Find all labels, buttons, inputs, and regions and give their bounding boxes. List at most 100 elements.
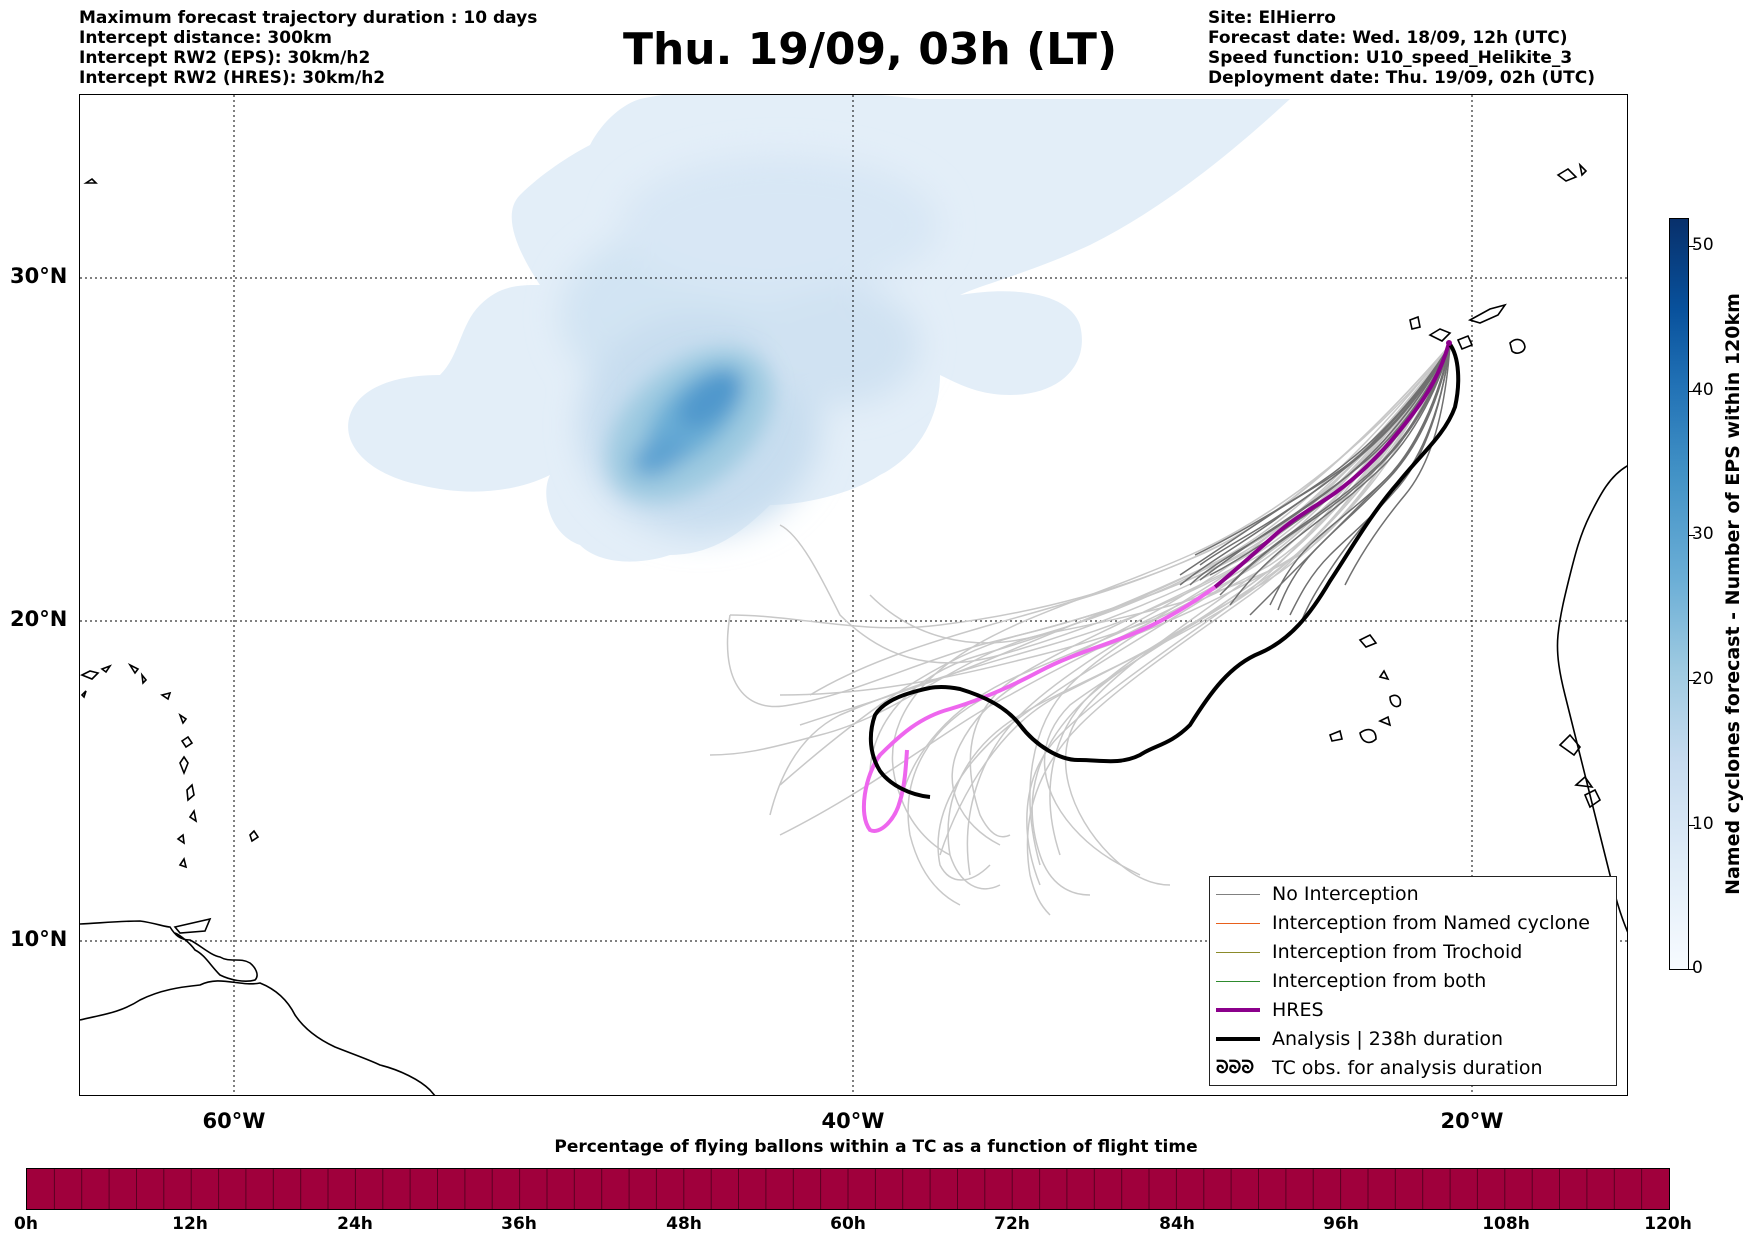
launch-site-marker	[1446, 340, 1452, 346]
flight-time-tick: 84h	[1159, 1214, 1195, 1234]
lat-label-20n: 20°N	[10, 607, 68, 631]
info-line-speed-function: Speed function: U10_speed_Helikite_3	[1208, 48, 1573, 68]
trajectory	[1219, 344, 1451, 596]
coastline-madeira	[1509, 338, 1526, 354]
trajectory	[1179, 344, 1451, 576]
colorbar-tick-mark	[1689, 969, 1695, 970]
legend-label: TC obs. for analysis duration	[1272, 1057, 1543, 1079]
colorbar-vertical-label: Named cyclones forecast - Number of EPS …	[1722, 293, 1744, 895]
flight-time-tick: 108h	[1482, 1214, 1530, 1234]
colorbar-tick-mark	[1689, 535, 1695, 536]
flight-time-tick: 60h	[830, 1214, 866, 1234]
colorbar-tick-label: 0	[1692, 958, 1703, 978]
coastline-venezuela	[80, 920, 258, 982]
coastline-virgin-islands	[127, 663, 148, 685]
coastline-islands-nw	[80, 664, 113, 680]
coastline-island	[80, 690, 87, 699]
trajectory	[1194, 344, 1451, 556]
info-line-intercept-distance: Intercept distance: 300km	[79, 28, 332, 48]
coastline-guadeloupe	[180, 735, 194, 749]
coastline-bissagos	[1583, 788, 1602, 809]
trajectory	[1199, 344, 1451, 581]
legend-item-no-interception: No Interception	[1210, 881, 1616, 909]
trajectory	[709, 344, 1451, 756]
coastline-leewards	[160, 691, 188, 725]
lon-label-60w: 60°W	[202, 1109, 266, 1133]
trajectory	[1229, 344, 1451, 606]
coastline-dominica	[179, 755, 189, 776]
map-canvas	[80, 95, 1627, 1095]
legend-item-analysis: Analysis | 238h duration	[1210, 1026, 1616, 1054]
map-title: Thu. 19/09, 03h (LT)	[622, 24, 1118, 75]
legend-item-named-cyclone: Interception from Named cyclone	[1210, 910, 1616, 938]
colorbar-tick-mark	[1689, 825, 1695, 826]
trajectory	[969, 344, 1451, 838]
colorbar-tick-mark	[1689, 680, 1695, 681]
legend-label: Interception from Trochoid	[1272, 941, 1523, 963]
coastline-cape-verde-6	[1378, 715, 1392, 727]
cyclone-symbol-icon: ᘐᘐᘐ	[1216, 1057, 1255, 1078]
trajectory	[1249, 344, 1451, 616]
legend-item-hres: HRES	[1210, 997, 1616, 1025]
flight-time-tick: 12h	[172, 1214, 208, 1234]
trajectory	[1344, 344, 1451, 586]
coastline-cape-verde-3	[1389, 694, 1402, 708]
legend-label: Interception from Named cyclone	[1272, 912, 1590, 934]
flight-time-tick: 72h	[994, 1214, 1030, 1234]
legend-swatch	[1216, 894, 1260, 895]
coastline-cape-verde-2	[1378, 669, 1390, 681]
flight-time-bar-cells	[27, 1169, 1669, 1209]
coastline-azores	[1556, 162, 1588, 182]
coastline-st-lucia	[188, 808, 198, 823]
trajectory	[1179, 344, 1451, 586]
legend-swatch	[1216, 1037, 1260, 1041]
flight-time-tick: 24h	[337, 1214, 373, 1234]
trajectory	[809, 344, 1451, 696]
flight-time-bar-gridlines	[53, 1169, 1643, 1209]
colorbar-tick-label: 30	[1692, 524, 1714, 544]
flight-time-tick: 120h	[1644, 1214, 1692, 1234]
legend-label: Interception from both	[1272, 970, 1487, 992]
hres-trajectory	[1213, 342, 1451, 589]
colorbar-tick-label: 50	[1692, 235, 1714, 255]
analysis-trajectory	[868, 341, 1461, 799]
coastline-trinidad	[173, 917, 212, 934]
colorbar-tick-label: 10	[1692, 814, 1714, 834]
info-line-duration: Maximum forecast trajectory duration : 1…	[79, 8, 538, 28]
legend-label: No Interception	[1272, 883, 1419, 905]
header-right-info: Site: ElHierro Forecast date: Wed. 18/09…	[1208, 8, 1595, 88]
legend-item-both: Interception from both	[1210, 968, 1616, 996]
coastline-canary-gran-canaria	[1456, 334, 1474, 351]
colorbar-tick-mark	[1689, 391, 1695, 392]
legend-swatch	[1216, 923, 1260, 924]
legend-label: Analysis | 238h duration	[1272, 1028, 1504, 1050]
coastlines	[80, 162, 1627, 1095]
info-line-site: Site: ElHierro	[1208, 8, 1336, 28]
coastline-cape-verde-5	[1359, 728, 1377, 744]
legend-label: HRES	[1272, 999, 1324, 1021]
coastline-south-america	[80, 980, 436, 1095]
lon-label-40w: 40°W	[821, 1109, 885, 1133]
legend-item-trochoid: Interception from Trochoid	[1210, 939, 1616, 967]
lat-label-10n: 10°N	[10, 927, 68, 951]
coastline-cape-verde-1	[1358, 633, 1378, 648]
colorbar-tick-label: 40	[1692, 380, 1714, 400]
lat-label-30n: 30°N	[10, 264, 68, 288]
coastline-africa-detail	[1558, 733, 1594, 789]
map-legend: No Interception Interception from Named …	[1209, 876, 1617, 1086]
info-line-intercept-eps: Intercept RW2 (EPS): 30km/h2	[79, 48, 371, 68]
coastline-bermuda	[83, 177, 98, 184]
lon-label-20w: 20°W	[1440, 1109, 1504, 1133]
flight-time-tick: 96h	[1323, 1214, 1359, 1234]
coastline-martinique	[186, 783, 195, 802]
flight-time-tick: 36h	[501, 1214, 537, 1234]
coastline-west-africa	[1556, 465, 1627, 933]
coastline-canary-tenerife	[1428, 328, 1452, 342]
trajectory	[1224, 344, 1451, 591]
legend-item-tc-obs: ᘐᘐᘐ TC obs. for analysis duration	[1210, 1055, 1616, 1083]
trajectory	[1029, 344, 1451, 866]
flight-time-tick: 0h	[14, 1214, 38, 1234]
coastline-grenada	[178, 857, 188, 869]
coastline-st-vincent	[176, 833, 186, 845]
coastline-barbados	[249, 829, 260, 843]
